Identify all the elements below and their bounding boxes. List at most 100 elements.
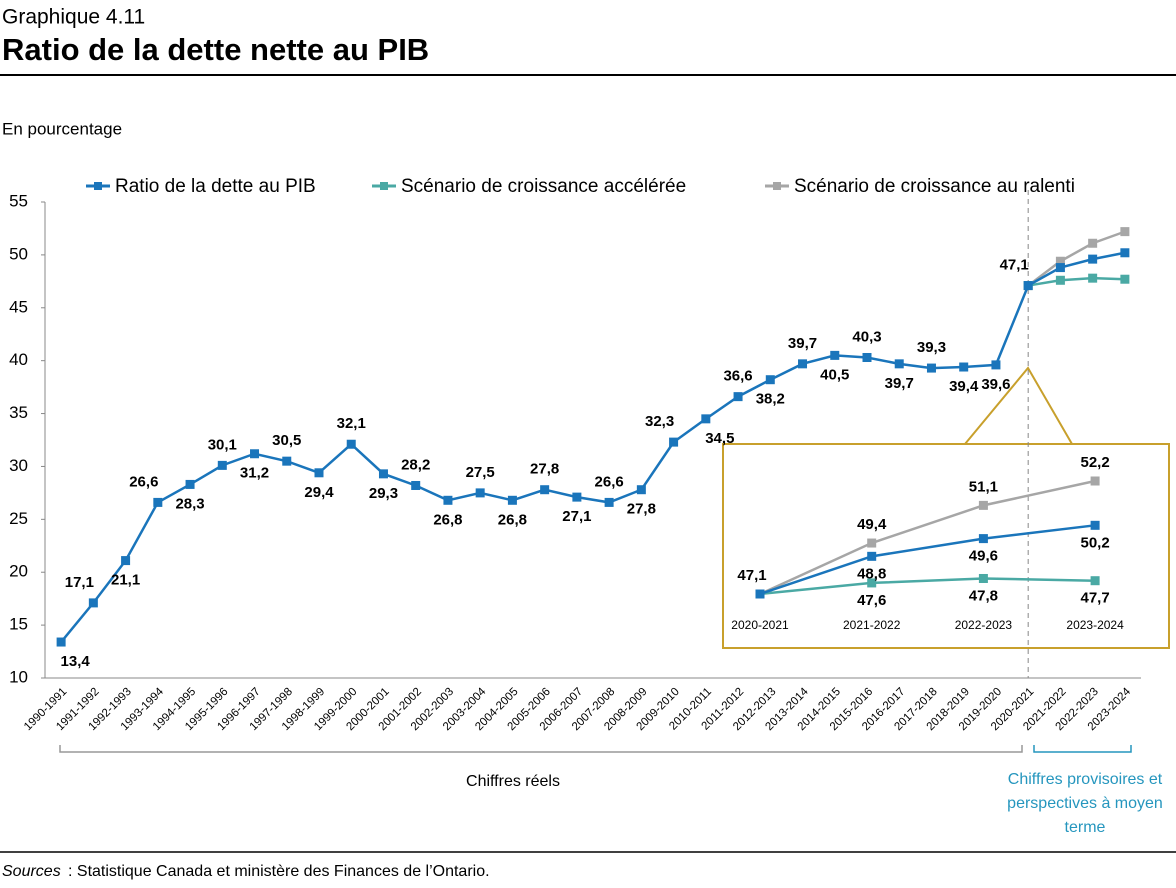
point: [378, 469, 388, 479]
inset-data-label: 49,4: [857, 516, 887, 533]
legend-label: Scénario de croissance au ralenti: [794, 176, 1075, 197]
inset-data-label: 52,2: [1080, 454, 1109, 471]
point: [121, 556, 131, 566]
legend-marker: [380, 182, 388, 190]
data-label: 17,1: [65, 574, 94, 591]
point: [1055, 256, 1065, 266]
data-label: 26,8: [498, 511, 527, 528]
data-label: 21,1: [111, 572, 140, 589]
series-line: [759, 479, 1096, 596]
y-tick-label: 35: [9, 403, 28, 422]
y-axis-label: En pourcentage: [2, 119, 122, 138]
legend-marker: [773, 182, 781, 190]
data-label: 26,6: [595, 473, 624, 490]
inset-data-label: 50,2: [1080, 534, 1109, 551]
point: [153, 497, 163, 507]
data-label: 27,1: [562, 508, 591, 525]
source: : Statistique Canada et ministère des Fi…: [68, 863, 490, 880]
point: [755, 589, 765, 599]
data-label: 39,7: [788, 335, 817, 352]
inset-data-label: 47,1: [737, 567, 766, 584]
y-tick-label: 55: [9, 191, 28, 210]
data-label: 39,3: [917, 339, 946, 356]
point: [991, 360, 1001, 370]
inset-x-label: 2023-2024: [1066, 618, 1124, 632]
y-tick-label: 10: [9, 667, 28, 686]
inset-x-label: 2020-2021: [731, 618, 789, 632]
point: [507, 495, 517, 505]
point: [867, 551, 877, 561]
data-label: 39,4: [949, 378, 979, 395]
data-label: 47,1: [1000, 257, 1029, 274]
inset-data-label: 49,6: [969, 548, 998, 565]
point: [1120, 248, 1130, 258]
data-label: 30,1: [208, 436, 237, 453]
point: [346, 439, 356, 449]
chart-label: Graphique 4.11: [2, 6, 145, 29]
series-line: [759, 577, 1096, 596]
point: [540, 485, 550, 495]
point: [1120, 274, 1130, 284]
data-label: 39,7: [885, 375, 914, 392]
point: [978, 534, 988, 544]
point: [636, 485, 646, 495]
y-tick-label: 25: [9, 509, 28, 528]
data-label: 39,6: [981, 376, 1010, 393]
point: [1090, 476, 1100, 486]
y-tick-label: 15: [9, 615, 28, 634]
point: [867, 538, 877, 548]
data-label: 26,6: [129, 473, 158, 490]
data-label: 27,8: [627, 501, 656, 518]
point: [1088, 254, 1098, 264]
chart-title: Ratio de la dette nette au PIB: [2, 32, 429, 67]
point: [475, 488, 485, 498]
y-tick-label: 50: [9, 244, 28, 263]
inset-data-label: 47,8: [969, 587, 998, 604]
point: [88, 598, 98, 608]
data-label: 32,3: [645, 413, 674, 430]
point: [282, 456, 292, 466]
inset-data-label: 47,6: [857, 592, 886, 609]
inset-data-label: 51,1: [969, 478, 998, 495]
point: [867, 578, 877, 588]
point: [411, 480, 421, 490]
point: [894, 359, 904, 369]
point: [926, 363, 936, 373]
bracket-forecast: [1033, 745, 1132, 753]
point: [1055, 275, 1065, 285]
data-label: 40,3: [852, 328, 881, 345]
data-label: 36,6: [723, 368, 752, 385]
annotation: Chiffres réels: [466, 773, 560, 790]
data-label: 27,8: [530, 461, 559, 478]
point: [314, 468, 324, 478]
point: [1090, 520, 1100, 530]
y-tick-label: 45: [9, 297, 28, 316]
point: [604, 497, 614, 507]
data-label: 40,5: [820, 366, 849, 383]
data-label: 26,8: [433, 511, 462, 528]
point: [1120, 227, 1130, 237]
inset-x-label: 2022-2023: [955, 618, 1013, 632]
series-line: [1027, 276, 1125, 287]
point: [217, 460, 227, 470]
source-label: Sources: [2, 863, 61, 880]
data-label: 38,2: [756, 391, 785, 408]
point: [669, 437, 679, 447]
point: [830, 350, 840, 360]
point: [978, 573, 988, 583]
y-tick-label: 20: [9, 562, 28, 581]
data-label: 13,4: [61, 653, 91, 670]
bracket-actual: [59, 745, 1023, 753]
point: [798, 359, 808, 369]
annotation: Chiffres provisoires et perspectives à m…: [1007, 771, 1163, 836]
legend-label: Scénario de croissance accélérée: [401, 176, 686, 197]
series-line: [60, 251, 1126, 643]
point: [572, 492, 582, 502]
point: [1090, 576, 1100, 586]
point: [1088, 273, 1098, 283]
point: [185, 479, 195, 489]
inset-callout: [964, 366, 1073, 445]
data-label: 34,5: [705, 430, 734, 447]
